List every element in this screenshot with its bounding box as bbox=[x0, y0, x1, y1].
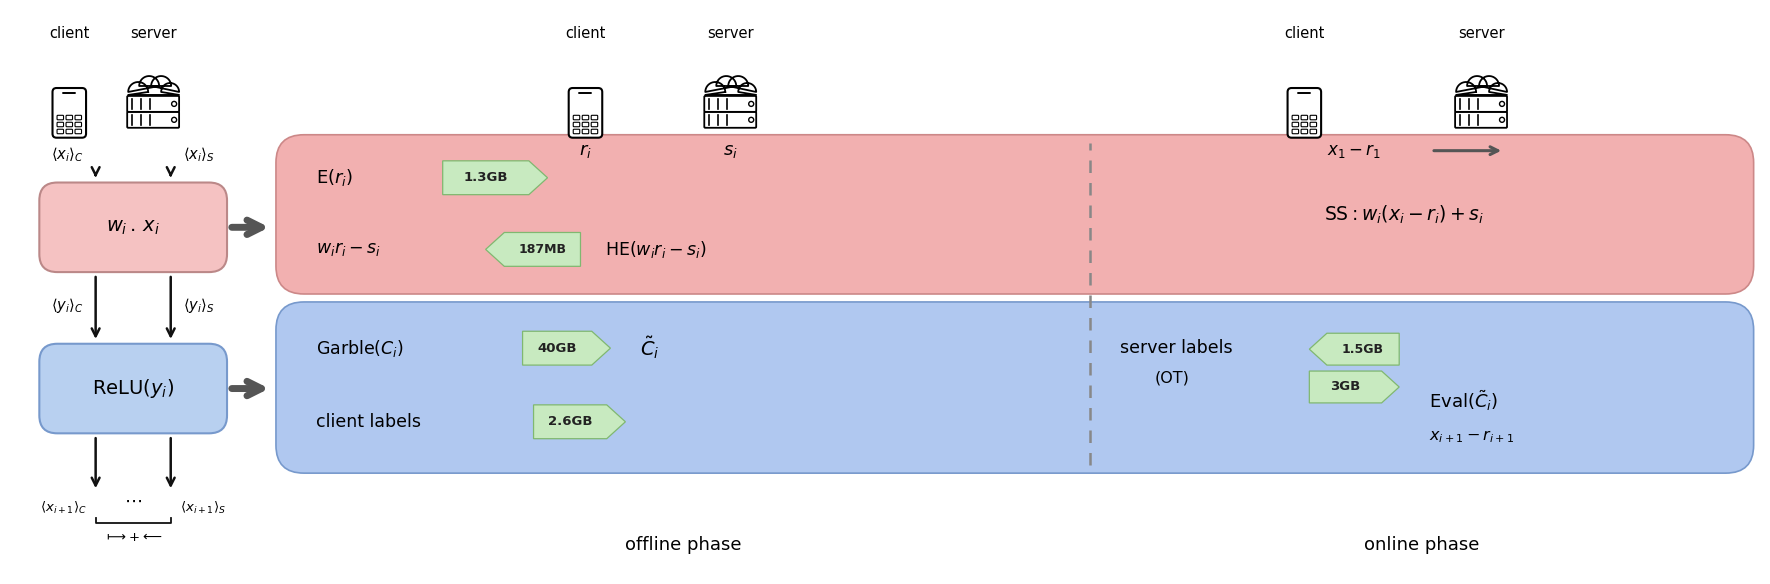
Text: 2.6GB: 2.6GB bbox=[549, 415, 593, 428]
Text: $\langle x_i\rangle_S$: $\langle x_i\rangle_S$ bbox=[182, 145, 214, 164]
FancyBboxPatch shape bbox=[276, 135, 1754, 294]
Polygon shape bbox=[1310, 371, 1400, 403]
Text: $\langle x_i\rangle_C$: $\langle x_i\rangle_C$ bbox=[51, 145, 83, 164]
Text: 1.3GB: 1.3GB bbox=[464, 171, 508, 184]
Polygon shape bbox=[533, 405, 625, 439]
FancyBboxPatch shape bbox=[1310, 129, 1317, 134]
Text: $\mathrm{Eval}(\tilde{C}_i)$: $\mathrm{Eval}(\tilde{C}_i)$ bbox=[1428, 388, 1499, 413]
FancyBboxPatch shape bbox=[127, 112, 179, 128]
FancyBboxPatch shape bbox=[591, 115, 598, 120]
Text: (OT): (OT) bbox=[1154, 370, 1189, 385]
FancyBboxPatch shape bbox=[1310, 122, 1317, 127]
Polygon shape bbox=[442, 161, 547, 194]
Text: $x_{i+1} - r_{i+1}$: $x_{i+1} - r_{i+1}$ bbox=[1428, 428, 1515, 444]
Text: server labels: server labels bbox=[1120, 339, 1232, 357]
Text: $\longmapsto\!+\!\longleftarrow$: $\longmapsto\!+\!\longleftarrow$ bbox=[104, 531, 163, 544]
Text: $\mathrm{Garble}(C_i)$: $\mathrm{Garble}(C_i)$ bbox=[315, 338, 404, 359]
Text: $\mathrm{SS}: w_i(x_i - r_i) + s_i$: $\mathrm{SS}: w_i(x_i - r_i) + s_i$ bbox=[1324, 203, 1485, 225]
Text: $s_i$: $s_i$ bbox=[722, 142, 738, 159]
Text: client labels: client labels bbox=[315, 413, 421, 431]
FancyBboxPatch shape bbox=[582, 129, 589, 134]
FancyBboxPatch shape bbox=[1310, 115, 1317, 120]
Text: client: client bbox=[565, 26, 605, 41]
FancyBboxPatch shape bbox=[1292, 115, 1299, 120]
Circle shape bbox=[1499, 102, 1504, 106]
FancyBboxPatch shape bbox=[74, 129, 81, 134]
FancyBboxPatch shape bbox=[74, 122, 81, 127]
Text: $\langle y_i\rangle_S$: $\langle y_i\rangle_S$ bbox=[182, 297, 214, 315]
Circle shape bbox=[172, 117, 177, 122]
Polygon shape bbox=[127, 76, 179, 95]
FancyBboxPatch shape bbox=[127, 96, 179, 112]
Text: $\tilde{C}_i$: $\tilde{C}_i$ bbox=[641, 335, 660, 361]
FancyBboxPatch shape bbox=[57, 129, 64, 134]
FancyBboxPatch shape bbox=[591, 122, 598, 127]
FancyBboxPatch shape bbox=[39, 183, 227, 272]
FancyBboxPatch shape bbox=[65, 122, 73, 127]
Circle shape bbox=[1499, 117, 1504, 122]
Polygon shape bbox=[485, 232, 581, 266]
FancyBboxPatch shape bbox=[573, 115, 581, 120]
Text: 1.5GB: 1.5GB bbox=[1342, 343, 1384, 356]
FancyBboxPatch shape bbox=[65, 129, 73, 134]
Text: offline phase: offline phase bbox=[625, 536, 742, 554]
Circle shape bbox=[749, 117, 754, 122]
FancyBboxPatch shape bbox=[704, 96, 756, 112]
Circle shape bbox=[172, 102, 177, 106]
FancyBboxPatch shape bbox=[1301, 115, 1308, 120]
FancyBboxPatch shape bbox=[1455, 96, 1506, 112]
Polygon shape bbox=[1457, 76, 1506, 95]
FancyBboxPatch shape bbox=[1301, 129, 1308, 134]
FancyBboxPatch shape bbox=[57, 115, 64, 120]
Text: client: client bbox=[50, 26, 90, 41]
Text: $w_i r_i - s_i$: $w_i r_i - s_i$ bbox=[315, 241, 381, 258]
FancyBboxPatch shape bbox=[65, 115, 73, 120]
FancyBboxPatch shape bbox=[704, 112, 756, 128]
Text: 187MB: 187MB bbox=[519, 243, 566, 256]
FancyBboxPatch shape bbox=[1455, 112, 1506, 128]
FancyBboxPatch shape bbox=[39, 344, 227, 433]
Text: server: server bbox=[706, 26, 754, 41]
FancyBboxPatch shape bbox=[1292, 129, 1299, 134]
Text: $r_i$: $r_i$ bbox=[579, 142, 591, 159]
Text: $\langle y_i\rangle_C$: $\langle y_i\rangle_C$ bbox=[51, 297, 83, 315]
Text: server: server bbox=[1458, 26, 1504, 41]
FancyBboxPatch shape bbox=[573, 129, 581, 134]
Text: $\langle x_{i+1}\rangle_C$: $\langle x_{i+1}\rangle_C$ bbox=[41, 500, 87, 516]
Text: $x_1 - r_1$: $x_1 - r_1$ bbox=[1328, 142, 1381, 159]
FancyBboxPatch shape bbox=[1287, 88, 1320, 138]
Polygon shape bbox=[704, 76, 756, 95]
Text: 3GB: 3GB bbox=[1331, 381, 1361, 394]
Polygon shape bbox=[522, 331, 611, 365]
Text: $\langle x_{i+1}\rangle_S$: $\langle x_{i+1}\rangle_S$ bbox=[179, 500, 227, 516]
FancyBboxPatch shape bbox=[53, 88, 87, 138]
FancyBboxPatch shape bbox=[1292, 122, 1299, 127]
Text: $w_i\,.\,x_i$: $w_i\,.\,x_i$ bbox=[106, 218, 159, 237]
FancyBboxPatch shape bbox=[573, 122, 581, 127]
Text: $\mathrm{ReLU}(y_i)$: $\mathrm{ReLU}(y_i)$ bbox=[92, 377, 173, 400]
FancyBboxPatch shape bbox=[74, 115, 81, 120]
FancyBboxPatch shape bbox=[57, 122, 64, 127]
Circle shape bbox=[749, 102, 754, 106]
Text: online phase: online phase bbox=[1365, 536, 1480, 554]
FancyBboxPatch shape bbox=[591, 129, 598, 134]
FancyBboxPatch shape bbox=[1301, 122, 1308, 127]
Text: $\cdots$: $\cdots$ bbox=[124, 492, 142, 510]
Text: 40GB: 40GB bbox=[538, 342, 577, 354]
Text: $\mathrm{E}(r_i)$: $\mathrm{E}(r_i)$ bbox=[315, 167, 354, 188]
FancyBboxPatch shape bbox=[582, 115, 589, 120]
Text: $\mathrm{HE}(w_i r_i - s_i)$: $\mathrm{HE}(w_i r_i - s_i)$ bbox=[605, 239, 706, 260]
FancyBboxPatch shape bbox=[568, 88, 602, 138]
FancyBboxPatch shape bbox=[276, 302, 1754, 473]
FancyBboxPatch shape bbox=[582, 122, 589, 127]
Polygon shape bbox=[1310, 333, 1400, 365]
Text: client: client bbox=[1285, 26, 1324, 41]
Text: server: server bbox=[129, 26, 177, 41]
